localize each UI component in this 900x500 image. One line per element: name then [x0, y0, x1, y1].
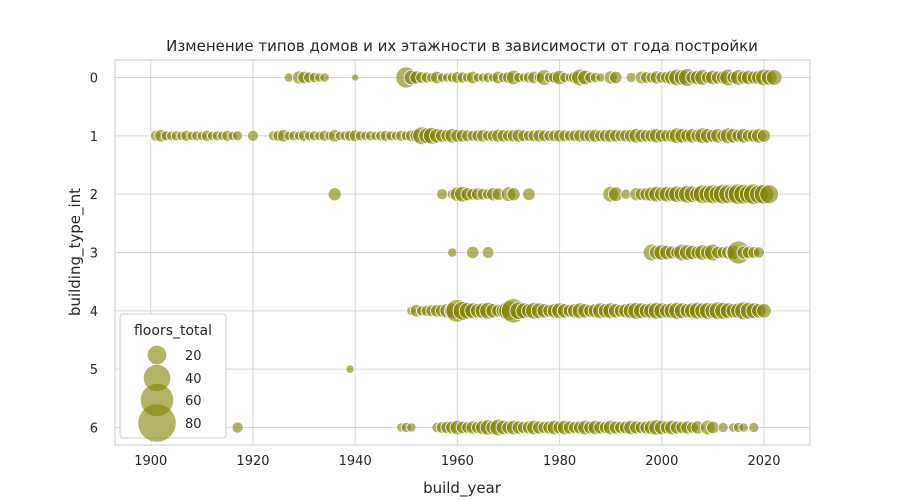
- x-tick-label: 1920: [236, 454, 269, 469]
- legend-label: 40: [185, 372, 202, 387]
- data-point: [436, 188, 449, 201]
- data-point: [757, 128, 772, 143]
- x-tick-label: 1940: [339, 454, 372, 469]
- data-point: [351, 73, 360, 82]
- data-point: [522, 187, 536, 201]
- y-tick-label: 2: [90, 188, 98, 203]
- data-point: [765, 69, 783, 86]
- data-point: [481, 246, 495, 259]
- data-points: [146, 66, 783, 437]
- data-point: [756, 303, 772, 319]
- legend-title: floors_total: [134, 323, 212, 339]
- data-point: [506, 187, 521, 202]
- data-point: [327, 187, 342, 202]
- data-point: [345, 364, 355, 374]
- data-point: [609, 70, 623, 85]
- legend-label: 20: [185, 349, 202, 364]
- y-tick-label: 6: [90, 422, 98, 437]
- data-point: [231, 421, 244, 434]
- x-tick-label: 2000: [645, 454, 678, 469]
- data-point: [406, 422, 417, 433]
- data-point: [466, 245, 480, 260]
- data-point: [752, 246, 765, 259]
- data-point: [232, 130, 244, 142]
- y-tick-labels: 0 1 2 3 4 5 6: [90, 72, 98, 437]
- data-point: [738, 422, 749, 433]
- x-axis-label: build_year: [423, 479, 502, 498]
- legend-label: 60: [185, 394, 202, 409]
- chart-title: Изменение типов домов и их этажности в з…: [166, 37, 758, 55]
- legend-marker: [147, 345, 167, 365]
- y-tick-label: 5: [90, 363, 98, 378]
- data-point: [706, 420, 720, 435]
- plot-frame: [114, 59, 811, 446]
- legend-marker: [138, 404, 176, 442]
- y-tick-label: 0: [90, 72, 98, 87]
- data-point: [759, 184, 779, 205]
- legend-marker: [143, 364, 171, 392]
- legend-entries: 20 40 60 80: [138, 345, 202, 442]
- x-tick-labels: 1900 1920 1940 1960 1980 2000 2020: [134, 454, 780, 469]
- x-tick-label: 1980: [543, 454, 576, 469]
- x-tick-label: 1960: [441, 454, 474, 469]
- data-point: [246, 129, 259, 142]
- data-point: [625, 72, 637, 84]
- data-point: [717, 421, 729, 433]
- y-axis-label: building_type_int: [66, 188, 85, 316]
- legend: floors_total 20 40 60 80: [119, 313, 227, 442]
- data-point: [319, 72, 330, 83]
- x-tick-label: 2020: [747, 454, 780, 469]
- legend-label: 80: [185, 417, 202, 432]
- y-tick-label: 1: [90, 130, 98, 145]
- y-tick-label: 4: [90, 305, 98, 320]
- y-tick-label: 3: [90, 247, 98, 262]
- data-point: [748, 421, 760, 433]
- data-point: [447, 247, 458, 258]
- x-tick-label: 1900: [134, 454, 167, 469]
